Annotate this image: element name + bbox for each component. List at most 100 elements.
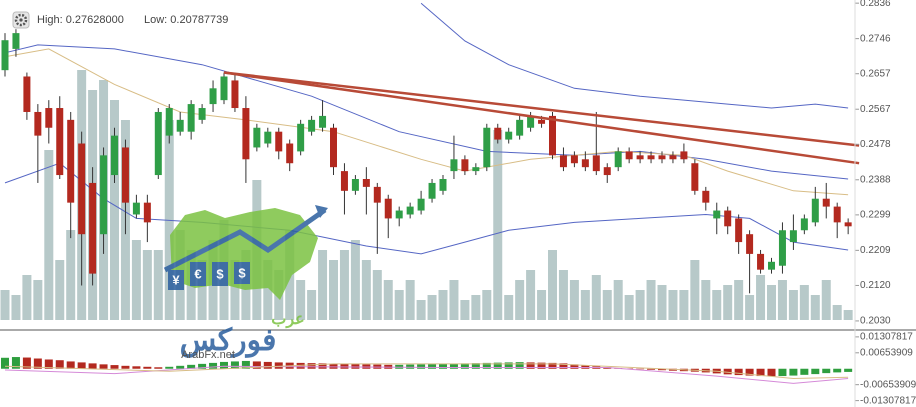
macd-bar bbox=[1, 357, 9, 369]
candle-body bbox=[319, 115, 327, 128]
volume-bar bbox=[493, 130, 503, 320]
settings-button[interactable] bbox=[12, 11, 30, 29]
volume-bar bbox=[110, 100, 119, 320]
volume-bar bbox=[197, 260, 207, 320]
logo-symbol: $ bbox=[216, 266, 224, 281]
volume-bar bbox=[679, 290, 689, 320]
high-label: High: 0.27628000 bbox=[37, 14, 124, 26]
volume-bar bbox=[153, 250, 163, 320]
macd-bar bbox=[77, 362, 86, 369]
candle-body bbox=[78, 143, 86, 235]
macd-bar bbox=[647, 368, 656, 370]
candle-body bbox=[789, 230, 797, 243]
y-tick-label: 0.2388 bbox=[860, 174, 891, 185]
candle-body bbox=[592, 155, 600, 172]
macd-bar bbox=[220, 361, 228, 369]
candle-body bbox=[505, 131, 513, 140]
macd-bar bbox=[537, 362, 546, 369]
candle-body bbox=[833, 206, 841, 223]
macd-bar bbox=[658, 368, 666, 371]
candle-body bbox=[121, 147, 129, 203]
candle-body bbox=[406, 206, 414, 215]
y-tick-label: 0.2657 bbox=[860, 68, 891, 79]
macd-bar bbox=[33, 358, 42, 369]
macd-bar bbox=[417, 364, 426, 369]
macd-bar bbox=[99, 364, 108, 369]
volume-bar bbox=[329, 260, 338, 320]
volume-bar bbox=[44, 150, 54, 320]
volume-bar bbox=[427, 295, 437, 320]
macd-bar bbox=[165, 366, 174, 369]
candle-body bbox=[778, 230, 786, 266]
macd-bar bbox=[811, 368, 820, 375]
macd-bar bbox=[493, 362, 502, 369]
candle-body bbox=[1, 40, 9, 71]
candle-body bbox=[67, 119, 75, 203]
low-label: Low: 0.20787739 bbox=[144, 14, 228, 26]
candle-body bbox=[45, 108, 53, 128]
candle-body bbox=[297, 123, 305, 152]
candle-body bbox=[800, 218, 808, 231]
candle-body bbox=[231, 80, 239, 109]
macd-bar bbox=[88, 363, 97, 369]
y-tick-label: 0.2836 bbox=[860, 0, 891, 9]
candle-body bbox=[680, 151, 688, 160]
volume-bar bbox=[318, 250, 328, 320]
macd-bar bbox=[318, 363, 327, 369]
volume-bar bbox=[460, 300, 470, 320]
macd-bar bbox=[439, 363, 447, 369]
volume-bar bbox=[734, 280, 744, 320]
macd-bar bbox=[241, 360, 250, 369]
macd-bar bbox=[121, 365, 130, 369]
trend-line bbox=[223, 71, 860, 165]
logo-map bbox=[170, 208, 318, 300]
candle-body bbox=[253, 127, 261, 148]
y-tick-label: 0.2299 bbox=[860, 210, 891, 221]
candle-body bbox=[724, 210, 732, 227]
macd-line bbox=[4, 363, 849, 380]
macd-bar bbox=[778, 368, 787, 377]
candle-body bbox=[143, 202, 151, 223]
macd-bar bbox=[471, 363, 480, 369]
candle-body bbox=[713, 210, 721, 219]
macd-bar bbox=[209, 362, 218, 369]
volume-bar bbox=[361, 260, 371, 320]
candle-body bbox=[275, 131, 283, 152]
macd-bar bbox=[132, 366, 141, 369]
candle-body bbox=[351, 178, 359, 191]
candle-body bbox=[264, 131, 272, 144]
volume-bar bbox=[504, 295, 514, 320]
logo-symbol: ¥ bbox=[172, 272, 180, 287]
candle-body bbox=[132, 202, 140, 215]
candle-body bbox=[286, 143, 294, 164]
volume-bar bbox=[646, 280, 656, 320]
macd-bar bbox=[22, 357, 31, 369]
volume-bar bbox=[438, 290, 448, 320]
macd-bar bbox=[340, 363, 349, 369]
logo-coin bbox=[168, 270, 184, 290]
volume-bar bbox=[745, 295, 755, 320]
logo-arabic-top: عرب bbox=[271, 311, 304, 329]
candle-body bbox=[56, 108, 64, 176]
y-tick-label: -0.00653909 bbox=[860, 379, 916, 390]
macd-bar bbox=[844, 368, 853, 372]
indicator-line bbox=[420, 2, 849, 109]
candle-body bbox=[746, 234, 754, 254]
volume-bar bbox=[777, 280, 787, 320]
candle-body bbox=[220, 76, 228, 101]
candle-body bbox=[516, 119, 524, 136]
macd-bar bbox=[154, 367, 163, 369]
macd-bar bbox=[636, 368, 645, 370]
y-tick-label: 0.2746 bbox=[860, 33, 891, 44]
candle-body bbox=[822, 198, 830, 207]
candle-body bbox=[472, 167, 480, 172]
volume-bar bbox=[799, 285, 809, 320]
candle-body bbox=[362, 178, 370, 187]
macd-bar bbox=[263, 361, 272, 369]
candle-body bbox=[165, 108, 173, 136]
volume-bar bbox=[230, 260, 240, 320]
volume-bar bbox=[690, 260, 700, 320]
candle-body bbox=[23, 76, 31, 112]
gear-icon bbox=[14, 13, 28, 27]
candle-body bbox=[527, 115, 535, 128]
